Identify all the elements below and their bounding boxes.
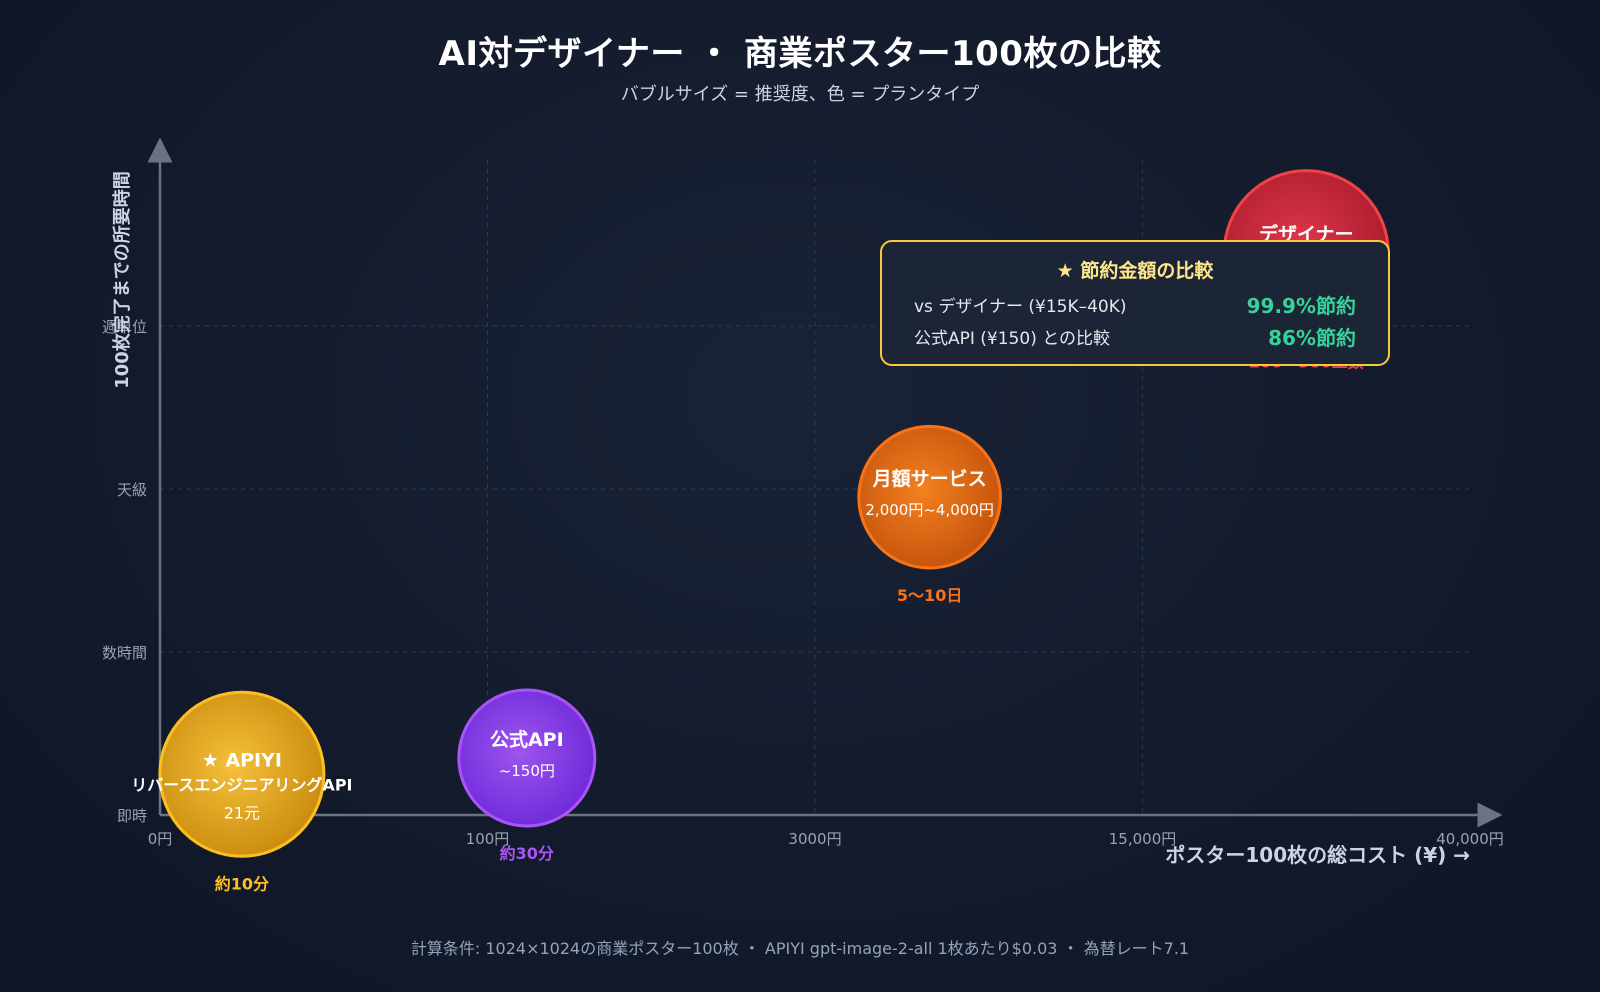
bubble-name: デザイナー [1259, 223, 1354, 246]
y-tick-label: 即時 [117, 807, 147, 825]
y-tick-label: 週単位 [102, 318, 147, 336]
x-tick-label: 100円 [466, 830, 510, 848]
savings-row-label: 公式API (¥150) との比較 [914, 329, 1111, 349]
bubble-name: 公式API [490, 728, 564, 751]
x-tick-label: 0円 [148, 830, 173, 848]
bubble-time-label: 約30分 [500, 844, 554, 863]
bubble-price: 21元 [224, 803, 260, 822]
savings-row: vs デザイナー (¥15K–40K) 99.9%節約 [914, 292, 1356, 318]
x-tick-label: 40,000円 [1436, 830, 1504, 848]
bubble-2 [857, 424, 1002, 570]
savings-row-label: vs デザイナー (¥15K–40K) [914, 297, 1127, 317]
y-tick-label: 数時間 [102, 644, 147, 662]
bubble-name: ★ APIYI [202, 749, 282, 771]
bubble-price: 2,000円~4,000円 [865, 501, 993, 519]
bubble-0 [158, 690, 326, 858]
savings-comparison-box: ★ 節約金額の比較 vs デザイナー (¥15K–40K) 99.9%節約 公式… [880, 240, 1390, 366]
bubble-subtitle: リバースエンジニアリングAPI [131, 775, 352, 794]
bubble-label-group: 月額サービス 2,000円~4,000円 5～10日 [865, 467, 993, 605]
x-tick-label: 15,000円 [1109, 830, 1177, 848]
y-axis-title: 100枚完了までの所要時間 [111, 171, 133, 389]
y-tick-label: 天級 [117, 481, 147, 499]
savings-row-value: 99.9%節約 [1246, 294, 1356, 318]
bubble-name: 月額サービス [872, 467, 987, 490]
x-tick-label: 3000円 [788, 830, 841, 848]
chart-subtitle: バブルサイズ = 推奨度、色 = プランタイプ [620, 84, 980, 105]
bubble-time-label: 約10分 [215, 874, 269, 893]
footnote: 計算条件: 1024×1024の商業ポスター100枚 ・ APIYI gpt-i… [410, 939, 1190, 958]
savings-title: ★ 節約金額の比較 [1056, 260, 1214, 282]
bubble-price: ~150円 [499, 762, 555, 780]
bubble-1 [457, 688, 597, 828]
savings-row-value: 86%節約 [1268, 326, 1356, 350]
savings-row: 公式API (¥150) との比較 86%節約 [914, 324, 1356, 350]
x-axis-title: ポスター100枚の総コスト (¥) → [1165, 843, 1470, 867]
chart-title: AI対デザイナー ・ 商業ポスター100枚の比較 [438, 34, 1162, 74]
bubble-time-label: 5～10日 [897, 586, 962, 605]
